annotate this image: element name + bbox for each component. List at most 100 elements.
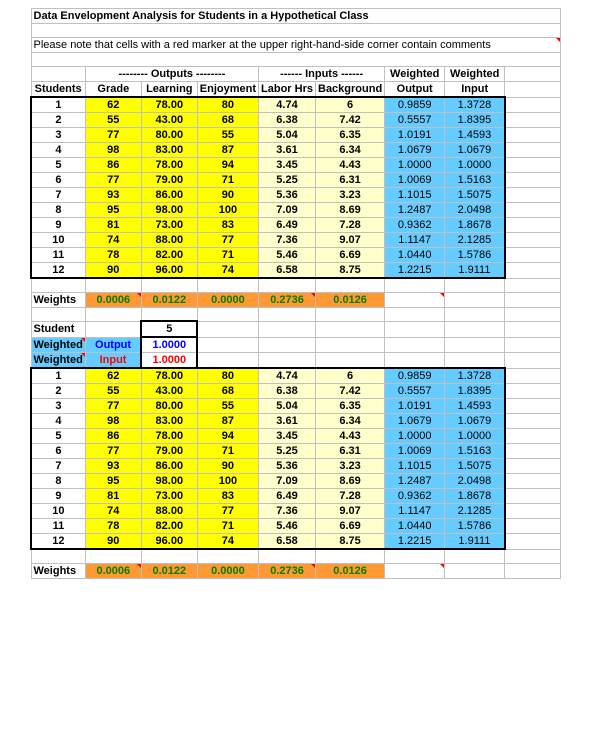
col-learning: Learning	[141, 82, 197, 98]
cell-wout: 0.9859	[385, 97, 445, 113]
cell-background: 7.28	[316, 489, 385, 504]
cell-learning: 82.00	[141, 248, 197, 263]
note: Please note that cells with a red marker…	[31, 38, 561, 53]
weight-grade: 0.0006	[85, 292, 141, 307]
output-label: Output	[85, 337, 141, 353]
cell-learning: 88.00	[141, 504, 197, 519]
cell-learning: 73.00	[141, 218, 197, 233]
student-id-box[interactable]: 5	[141, 321, 197, 337]
cell-learning: 79.00	[141, 173, 197, 188]
cell-wout: 1.0069	[385, 444, 445, 459]
cell-labor: 4.74	[259, 97, 316, 113]
weight-enjoyment: 0.0000	[197, 292, 258, 307]
cell-background: 6.35	[316, 128, 385, 143]
cell-wout: 0.5557	[385, 113, 445, 128]
student-id: 1	[31, 368, 85, 384]
cell-win: 1.5163	[445, 444, 505, 459]
student-id: 9	[31, 489, 85, 504]
input-label: Input	[85, 353, 141, 369]
cell-labor: 3.61	[259, 143, 316, 158]
cell-win: 2.0498	[445, 203, 505, 218]
cell-win: 1.8395	[445, 113, 505, 128]
weight-learning: 0.0122	[141, 292, 197, 307]
cell-wout: 1.0000	[385, 158, 445, 173]
cell-grade: 77	[85, 444, 141, 459]
weight-enjoyment: 0.0000	[197, 563, 258, 578]
cell-labor: 7.09	[259, 203, 316, 218]
weight-grade: 0.0006	[85, 563, 141, 578]
cell-grade: 74	[85, 233, 141, 248]
cell-learning: 43.00	[141, 113, 197, 128]
cell-labor: 7.09	[259, 474, 316, 489]
cell-enjoyment: 71	[197, 444, 258, 459]
cell-enjoyment: 77	[197, 504, 258, 519]
weighted-header: Weighted	[385, 67, 445, 82]
cell-labor: 5.36	[259, 459, 316, 474]
cell-labor: 5.36	[259, 188, 316, 203]
col-enjoyment: Enjoyment	[197, 82, 258, 98]
cell-background: 4.43	[316, 158, 385, 173]
student-id: 7	[31, 188, 85, 203]
title: Data Envelopment Analysis for Students i…	[31, 9, 561, 24]
cell-win: 1.5075	[445, 188, 505, 203]
cell-grade: 81	[85, 489, 141, 504]
weighted-output-val: 1.0000	[141, 337, 197, 353]
cell-wout: 1.2487	[385, 474, 445, 489]
cell-win: 1.8678	[445, 218, 505, 233]
student-id: 7	[31, 459, 85, 474]
student-id: 2	[31, 384, 85, 399]
cell-grade: 90	[85, 263, 141, 279]
student-id: 12	[31, 534, 85, 550]
cell-background: 9.07	[316, 504, 385, 519]
cell-win: 1.3728	[445, 97, 505, 113]
cell-enjoyment: 94	[197, 158, 258, 173]
cell-win: 1.0000	[445, 429, 505, 444]
col-output: Output	[385, 82, 445, 98]
student-id: 12	[31, 263, 85, 279]
weighted-input-val: 1.0000	[141, 353, 197, 369]
cell-learning: 96.00	[141, 534, 197, 550]
cell-enjoyment: 71	[197, 519, 258, 534]
cell-learning: 98.00	[141, 203, 197, 218]
cell-labor: 6.58	[259, 263, 316, 279]
cell-labor: 5.25	[259, 444, 316, 459]
cell-enjoyment: 90	[197, 459, 258, 474]
cell-grade: 62	[85, 368, 141, 384]
cell-labor: 6.38	[259, 113, 316, 128]
cell-win: 1.9111	[445, 534, 505, 550]
cell-learning: 78.00	[141, 429, 197, 444]
cell-enjoyment: 87	[197, 414, 258, 429]
cell-background: 6.34	[316, 143, 385, 158]
cell-win: 1.0679	[445, 143, 505, 158]
cell-learning: 86.00	[141, 459, 197, 474]
cell-background: 3.23	[316, 188, 385, 203]
cell-labor: 5.04	[259, 128, 316, 143]
cell-background: 6	[316, 368, 385, 384]
student-id: 8	[31, 474, 85, 489]
cell-grade: 81	[85, 218, 141, 233]
cell-enjoyment: 71	[197, 248, 258, 263]
weight-labor: 0.2736	[259, 292, 316, 307]
cell-wout: 0.9362	[385, 489, 445, 504]
cell-enjoyment: 68	[197, 113, 258, 128]
cell-grade: 74	[85, 504, 141, 519]
cell-wout: 1.0191	[385, 128, 445, 143]
cell-wout: 1.1147	[385, 504, 445, 519]
cell-grade: 98	[85, 414, 141, 429]
cell-background: 8.75	[316, 263, 385, 279]
cell-win: 1.5786	[445, 248, 505, 263]
cell-grade: 78	[85, 519, 141, 534]
cell-labor: 3.45	[259, 429, 316, 444]
cell-enjoyment: 74	[197, 534, 258, 550]
cell-grade: 98	[85, 143, 141, 158]
cell-background: 8.69	[316, 203, 385, 218]
cell-enjoyment: 83	[197, 218, 258, 233]
col-grade: Grade	[85, 82, 141, 98]
cell-wout: 1.0069	[385, 173, 445, 188]
cell-grade: 77	[85, 399, 141, 414]
student-id: 5	[31, 429, 85, 444]
cell-wout: 0.9859	[385, 368, 445, 384]
cell-learning: 79.00	[141, 444, 197, 459]
cell-grade: 55	[85, 384, 141, 399]
student-id: 1	[31, 97, 85, 113]
